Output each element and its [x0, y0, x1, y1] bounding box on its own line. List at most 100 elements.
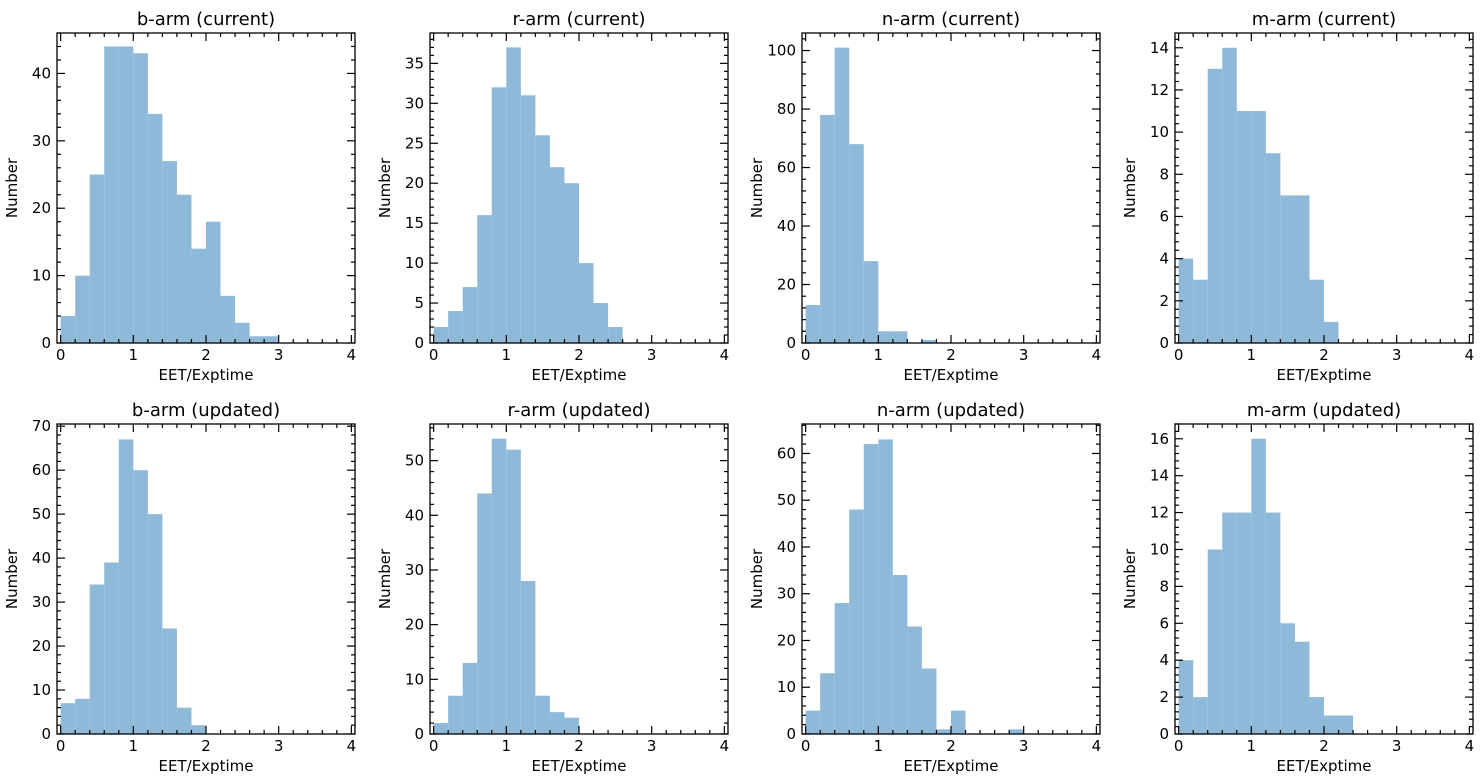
y-tick-label: 30	[777, 585, 796, 603]
y-axis-label: Number	[1121, 548, 1139, 609]
y-tick-label: 0	[414, 725, 424, 743]
y-tick-label: 20	[32, 199, 51, 217]
panel-title: b-arm (updated)	[132, 400, 280, 421]
histogram-bar	[477, 493, 492, 734]
histogram-bar	[564, 183, 579, 343]
histogram-bar	[936, 729, 951, 734]
x-tick-label: 0	[429, 346, 439, 364]
y-tick-label: 8	[1159, 577, 1169, 595]
y-tick-label: 60	[32, 461, 51, 479]
y-tick-label: 70	[32, 417, 51, 435]
histogram-bar	[433, 723, 449, 734]
histogram-bar	[1294, 195, 1310, 343]
histogram-bar	[849, 509, 864, 734]
y-axis-label: Number	[376, 548, 394, 609]
x-tick-label: 1	[1247, 737, 1257, 755]
histogram-bar	[506, 449, 521, 734]
x-tick-label: 2	[201, 346, 211, 364]
y-tick-label: 6	[1159, 207, 1169, 225]
panel-title: b-arm (current)	[137, 9, 275, 30]
histogram-bar	[1324, 715, 1339, 734]
histogram-bar	[564, 717, 579, 734]
histogram-bar	[834, 603, 850, 734]
y-axis-label: Number	[376, 157, 394, 218]
x-tick-label: 3	[1019, 737, 1029, 755]
x-axis-label: EET/Exptime	[904, 757, 999, 775]
y-tick-label: 6	[1159, 614, 1169, 632]
x-axis-label: EET/Exptime	[532, 757, 627, 775]
x-axis-label: EET/Exptime	[1277, 366, 1372, 384]
histogram-bar	[863, 261, 879, 343]
histogram-bar	[921, 668, 937, 734]
x-axis-label: EET/Exptime	[904, 366, 999, 384]
y-tick-label: 14	[1150, 467, 1169, 485]
x-tick-label: 4	[347, 346, 357, 364]
histogram-bar	[805, 304, 821, 343]
x-tick-label: 1	[874, 346, 884, 364]
histogram-bar	[118, 439, 134, 734]
x-axis-label: EET/Exptime	[159, 366, 254, 384]
histogram-bar	[892, 331, 908, 343]
histogram-bar	[1309, 279, 1324, 343]
histogram-bar	[162, 628, 177, 734]
histogram-bar	[75, 275, 90, 343]
y-tick-label: 80	[777, 100, 796, 118]
panel-title: m-arm (updated)	[1247, 400, 1401, 421]
histogram-bar	[60, 316, 76, 343]
histogram-bar	[147, 113, 163, 343]
histogram-bar	[462, 287, 478, 343]
y-axis-label: Number	[3, 157, 21, 218]
histogram-bar	[805, 710, 821, 734]
y-tick-label: 60	[777, 444, 796, 462]
histogram-bar	[849, 144, 864, 343]
x-tick-label: 3	[647, 346, 657, 364]
y-tick-label: 100	[767, 42, 796, 60]
y-axis-label: Number	[748, 157, 766, 218]
x-tick-label: 0	[801, 346, 811, 364]
y-tick-label: 20	[405, 616, 424, 634]
x-tick-label: 4	[1092, 346, 1102, 364]
x-tick-label: 2	[1319, 737, 1329, 755]
x-tick-label: 4	[1465, 346, 1475, 364]
histogram-bar	[1265, 153, 1281, 343]
y-tick-label: 4	[1159, 250, 1169, 268]
histogram-bar	[549, 167, 565, 343]
histogram-bar	[520, 580, 536, 734]
y-axis-label: Number	[3, 548, 21, 609]
histogram-bar	[75, 698, 90, 734]
histogram-bar	[1009, 729, 1024, 734]
x-tick-label: 4	[720, 346, 730, 364]
x-tick-label: 2	[946, 737, 956, 755]
histogram-bar	[176, 194, 192, 343]
y-axis-label: Number	[1121, 157, 1139, 218]
histogram-bar	[1251, 438, 1266, 734]
x-tick-label: 2	[201, 737, 211, 755]
x-tick-label: 0	[1174, 737, 1184, 755]
y-tick-label: 0	[41, 334, 51, 352]
x-tick-label: 1	[502, 346, 512, 364]
panel-title: n-arm (current)	[882, 9, 1020, 30]
y-tick-label: 40	[32, 64, 51, 82]
histogram-bar	[448, 311, 463, 343]
histogram-bar	[1178, 258, 1194, 343]
histogram-bar	[1207, 549, 1223, 734]
y-tick-label: 30	[405, 94, 424, 112]
y-tick-label: 35	[405, 54, 424, 72]
y-tick-label: 10	[777, 678, 796, 696]
x-tick-label: 2	[1319, 346, 1329, 364]
histogram-bar	[133, 53, 148, 343]
y-tick-label: 2	[1159, 292, 1169, 310]
histogram-bar	[89, 174, 105, 343]
y-tick-label: 16	[1150, 430, 1169, 448]
histogram-bar	[907, 626, 922, 734]
x-tick-label: 1	[502, 737, 512, 755]
y-tick-label: 50	[32, 505, 51, 523]
y-tick-label: 30	[32, 593, 51, 611]
y-tick-label: 0	[41, 725, 51, 743]
histogram-bar	[593, 303, 609, 343]
